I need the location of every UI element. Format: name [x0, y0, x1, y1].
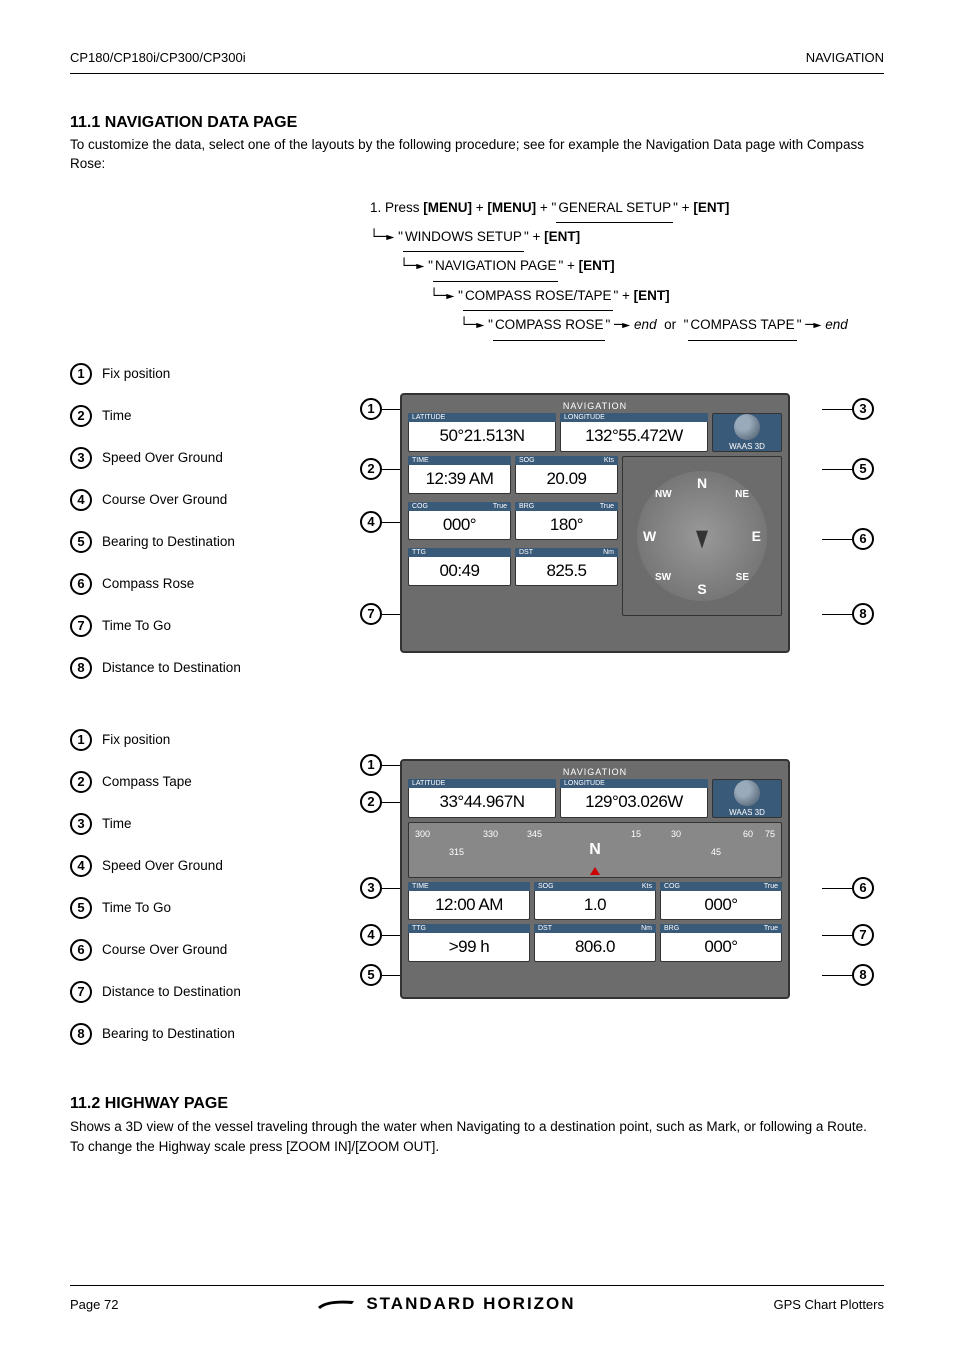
legend-label: Time To Go	[102, 900, 171, 915]
callout-5: 5	[70, 531, 92, 553]
section-11-2-body: Shows a 3D view of the vessel traveling …	[70, 1117, 884, 1158]
legend-label: Time To Go	[102, 618, 171, 633]
callout-3: 3	[70, 813, 92, 835]
legend-2: 1 Fix position 2 Compass Tape 3 Time 4 Speed…	[70, 729, 340, 1065]
fig-callout-5: 5	[360, 964, 382, 986]
callout-4: 4	[70, 855, 92, 877]
page-number: Page 72	[70, 1297, 118, 1312]
fig-callout-6: 6	[852, 877, 874, 899]
legend-label: Compass Tape	[102, 774, 192, 789]
brg-value: 180°	[520, 515, 613, 535]
section-11-2-title: 11.2 HIGHWAY PAGE	[70, 1095, 884, 1113]
legend-label: Fix position	[102, 732, 170, 747]
section-11-1-title: 11.1 NAVIGATION DATA PAGE	[70, 114, 884, 132]
brand-logo: STANDARD HORIZON	[316, 1294, 575, 1314]
figure1-block: 1 Fix position 2 Time 3 Speed Over Ground 4…	[70, 363, 884, 699]
section-11-1-subtitle: To customize the data, select one of the…	[70, 136, 884, 174]
gps-status-icon: WAAS 3D	[712, 779, 782, 818]
fig-callout-1: 1	[360, 754, 382, 776]
callout-1: 1	[70, 363, 92, 385]
fig-callout-2: 2	[360, 791, 382, 813]
callout-5: 5	[70, 897, 92, 919]
navigation-screenshot-tape: NAVIGATION LATITUDE 33°44.967N LONGITUDE…	[400, 759, 790, 999]
nav-title: NAVIGATION	[408, 401, 782, 411]
dst-value: 825.5	[520, 561, 613, 581]
fig-callout-4: 4	[360, 924, 382, 946]
page-header: CP180/CP180i/CP300/CP300i NAVIGATION	[70, 50, 884, 65]
fig-callout-8: 8	[852, 964, 874, 986]
callout-7: 7	[70, 981, 92, 1003]
fig-callout-3: 3	[360, 877, 382, 899]
fig-callout-4: 4	[360, 511, 382, 533]
callout-4: 4	[70, 489, 92, 511]
fig-callout-8: 8	[852, 603, 874, 625]
navigation-screenshot-rose: NAVIGATION LATITUDE 50°21.513N LONGITUDE…	[400, 393, 790, 653]
cog-value: 000°	[665, 895, 777, 915]
sog-value: 1.0	[539, 895, 651, 915]
ttg-value: 00:49	[413, 561, 506, 581]
page-footer: Page 72 STANDARD HORIZON GPS Chart Plott…	[70, 1285, 884, 1314]
legend-label: Bearing to Destination	[102, 1026, 235, 1041]
longitude-value: 132°55.472W	[565, 426, 703, 446]
legend-label: Fix position	[102, 366, 170, 381]
legend-label: Course Over Ground	[102, 942, 227, 957]
time-value: 12:00 AM	[413, 895, 525, 915]
cog-value: 000°	[413, 515, 506, 535]
fig-callout-5: 5	[852, 458, 874, 480]
time-value: 12:39 AM	[413, 469, 506, 489]
legend-label: Distance to Destination	[102, 660, 241, 675]
callout-2: 2	[70, 771, 92, 793]
callout-7: 7	[70, 615, 92, 637]
legend-label: Distance to Destination	[102, 984, 241, 999]
fig-callout-7: 7	[360, 603, 382, 625]
legend-label: Speed Over Ground	[102, 858, 223, 873]
legend-1: 1 Fix position 2 Time 3 Speed Over Ground 4…	[70, 363, 340, 699]
fig-callout-7: 7	[852, 924, 874, 946]
sog-value: 20.09	[520, 469, 613, 489]
model-label: GPS Chart Plotters	[773, 1297, 884, 1312]
longitude-value: 129°03.026W	[565, 792, 703, 812]
brg-value: 000°	[665, 937, 777, 957]
fig-callout-1: 1	[360, 398, 382, 420]
header-right: NAVIGATION	[806, 50, 884, 65]
compass-tape: 300 315 330 345 N 15 30 45 60 75	[408, 822, 782, 878]
legend-label: Speed Over Ground	[102, 450, 223, 465]
compass-rose: N NE E SE S SW W NW	[622, 456, 782, 616]
header-left: CP180/CP180i/CP300/CP300i	[70, 50, 246, 65]
fig-callout-3: 3	[852, 398, 874, 420]
figure2-wrap: 1 2 3 4 5 6 7 8 NAVIGATION LATITUDE 33°4…	[370, 729, 884, 999]
header-rule	[70, 73, 884, 74]
gps-status-icon: WAAS 3D	[712, 413, 782, 452]
callout-8: 8	[70, 657, 92, 679]
callout-6: 6	[70, 939, 92, 961]
latitude-value: 33°44.967N	[413, 792, 551, 812]
callout-1: 1	[70, 729, 92, 751]
latitude-value: 50°21.513N	[413, 426, 551, 446]
legend-label: Time	[102, 816, 132, 831]
legend-label: Time	[102, 408, 132, 423]
legend-label: Compass Rose	[102, 576, 194, 591]
callout-8: 8	[70, 1023, 92, 1045]
fig-callout-6: 6	[852, 528, 874, 550]
callout-6: 6	[70, 573, 92, 595]
dst-value: 806.0	[539, 937, 651, 957]
figure2-block: 1 Fix position 2 Compass Tape 3 Time 4 Speed…	[70, 729, 884, 1065]
ttg-value: >99 h	[413, 937, 525, 957]
callout-2: 2	[70, 405, 92, 427]
nav-title: NAVIGATION	[408, 767, 782, 777]
callout-3: 3	[70, 447, 92, 469]
legend-label: Bearing to Destination	[102, 534, 235, 549]
fig-callout-2: 2	[360, 458, 382, 480]
figure1-wrap: 1 2 4 7 3 5 6 8 NAVIGATION LATITUDE 50°2…	[370, 363, 884, 653]
legend-label: Course Over Ground	[102, 492, 227, 507]
menu-path: 1. Press [MENU] + [MENU] + "GENERAL SETU…	[370, 194, 884, 341]
swoosh-icon	[316, 1297, 356, 1311]
